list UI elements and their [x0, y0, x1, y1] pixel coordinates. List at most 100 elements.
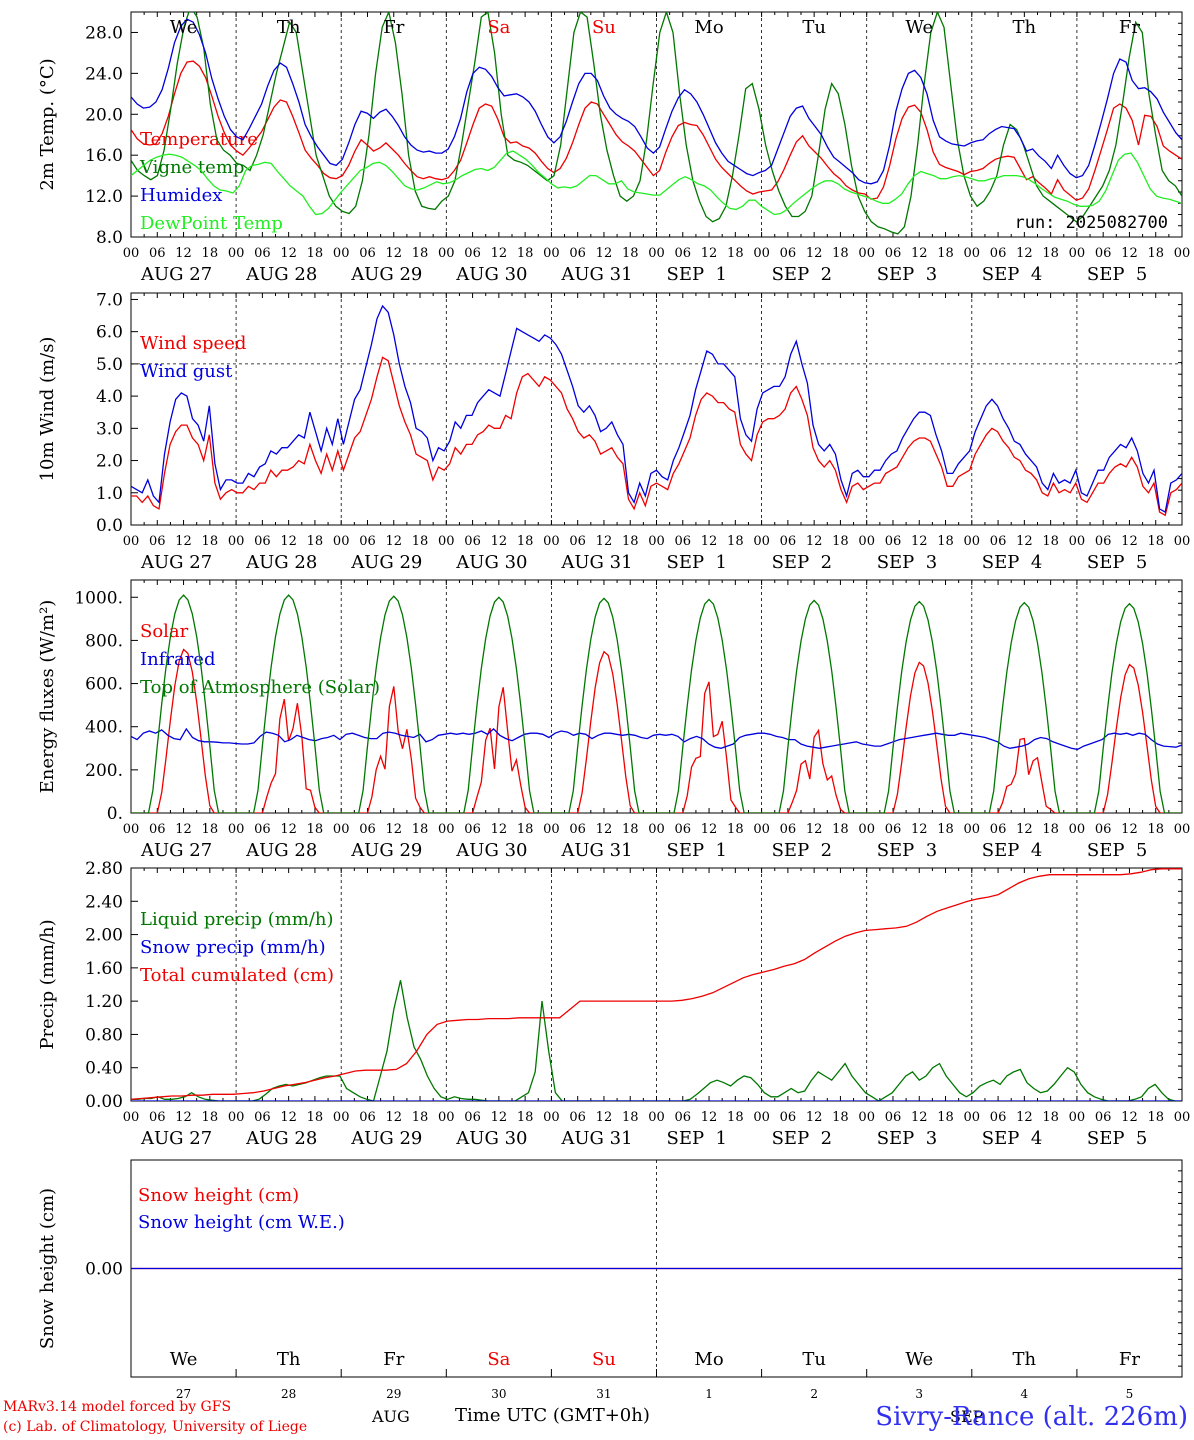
date-label: AUG 31	[560, 552, 632, 573]
hour-tick-label: 00	[753, 246, 770, 261]
hour-tick-label: 00	[964, 822, 981, 837]
hour-tick-label: 12	[385, 534, 402, 549]
station-name: Sivry-Rance (alt. 226m)	[875, 1402, 1188, 1432]
y-tick-label: 5.0	[96, 355, 123, 375]
hour-tick-label: 00	[648, 822, 665, 837]
y-tick-label: 0.	[107, 804, 123, 824]
hour-tick-label: 12	[596, 1110, 613, 1125]
date-label: AUG 31	[560, 264, 632, 285]
hour-tick-label: 12	[280, 822, 297, 837]
hour-tick-label: 18	[727, 822, 744, 837]
day-name-top: We	[905, 17, 933, 38]
day-name-bottom: Fr	[383, 1349, 404, 1370]
series-line-1	[131, 12, 1182, 235]
hour-tick-label: 12	[806, 534, 823, 549]
date-label: SEP 4	[982, 1128, 1042, 1149]
hour-tick-label: 12	[1016, 246, 1033, 261]
day-number: 29	[386, 1387, 401, 1401]
hour-tick-label: 06	[885, 822, 902, 837]
hour-tick-label: 12	[1016, 534, 1033, 549]
day-number: 3	[915, 1387, 923, 1401]
month-label-aug: AUG	[372, 1407, 410, 1426]
time-axis-label: Time UTC (GMT+0h)	[455, 1405, 650, 1426]
hour-tick-label: 00	[123, 822, 140, 837]
hour-tick-label: 18	[202, 246, 219, 261]
date-label: AUG 31	[560, 840, 632, 861]
hour-tick-label: 18	[937, 534, 954, 549]
hour-tick-label: 12	[911, 534, 928, 549]
hour-tick-label: 00	[1174, 822, 1191, 837]
hour-tick-label: 18	[307, 246, 324, 261]
day-number: 4	[1021, 1387, 1029, 1401]
hour-tick-label: 06	[780, 822, 797, 837]
day-name-bottom: We	[905, 1349, 933, 1370]
hour-tick-label: 18	[307, 534, 324, 549]
hour-tick-label: 06	[149, 534, 166, 549]
hour-tick-label: 00	[1174, 534, 1191, 549]
legend-entry: DewPoint Temp	[140, 213, 283, 234]
date-label: SEP 4	[982, 840, 1042, 861]
series-line-0	[131, 356, 1182, 517]
y-tick-label: 28.0	[85, 23, 123, 43]
hour-tick-label: 06	[359, 822, 376, 837]
hour-tick-label: 00	[648, 246, 665, 261]
series-line-2	[131, 594, 1182, 813]
hour-tick-label: 00	[228, 534, 245, 549]
y-tick-label: 800.	[85, 631, 123, 651]
hour-tick-label: 06	[149, 1110, 166, 1125]
hour-tick-label: 12	[491, 1110, 508, 1125]
hour-tick-label: 12	[175, 822, 192, 837]
y-tick-label: 6.0	[96, 323, 123, 343]
date-label: SEP 5	[1087, 1128, 1147, 1149]
y-axis-label: Snow height (cm)	[37, 1188, 58, 1349]
date-label: AUG 30	[455, 552, 527, 573]
hour-tick-label: 00	[333, 246, 350, 261]
hour-tick-label: 18	[307, 1110, 324, 1125]
date-label: AUG 28	[245, 1128, 317, 1149]
hour-tick-label: 00	[964, 1110, 981, 1125]
hour-tick-label: 12	[280, 246, 297, 261]
hour-tick-label: 06	[149, 246, 166, 261]
hour-tick-label: 00	[438, 534, 455, 549]
y-tick-label: 0.00	[85, 1092, 123, 1112]
hour-tick-label: 00	[543, 822, 560, 837]
legend-entry: Total cumulated (cm)	[140, 965, 334, 986]
hour-tick-label: 18	[622, 246, 639, 261]
hour-tick-label: 12	[806, 246, 823, 261]
hour-tick-label: 06	[780, 246, 797, 261]
hour-tick-label: 12	[701, 822, 718, 837]
hour-tick-label: 12	[385, 246, 402, 261]
hour-tick-label: 00	[543, 1110, 560, 1125]
date-label: AUG 27	[140, 1128, 212, 1149]
hour-tick-label: 12	[1121, 822, 1138, 837]
month-label-sep: SEP	[950, 1407, 984, 1426]
panel-3: 0. 200. 400. 600. 800. 1000. Energy fluxes (W/…	[37, 579, 1191, 861]
hour-tick-label: 06	[675, 1110, 692, 1125]
hour-tick-label: 18	[832, 534, 849, 549]
series-line-1	[131, 727, 1182, 751]
date-label: SEP 3	[877, 552, 937, 573]
date-label: AUG 30	[455, 1128, 527, 1149]
date-label: AUG 28	[245, 264, 317, 285]
hour-tick-label: 00	[438, 1110, 455, 1125]
hour-tick-label: 12	[806, 1110, 823, 1125]
date-label: SEP 4	[982, 264, 1042, 285]
hour-tick-label: 00	[858, 1110, 875, 1125]
y-tick-label: 2.40	[85, 892, 123, 912]
hour-tick-label: 12	[175, 1110, 192, 1125]
hour-tick-label: 06	[990, 246, 1007, 261]
legend-entry: Snow precip (mm/h)	[140, 937, 326, 958]
hour-tick-label: 18	[622, 1110, 639, 1125]
y-tick-label: 400.	[85, 718, 123, 738]
day-name-top: Fr	[1119, 17, 1140, 38]
panel-5: 0.00 Snow height (cm) Snow height (cm) Snow…	[37, 1159, 1183, 1378]
legend-entry: Top of Atmosphere (Solar)	[140, 677, 380, 698]
legend-entry: Wind gust	[140, 361, 233, 382]
series-line-0	[131, 60, 1182, 201]
hour-tick-label: 06	[464, 822, 481, 837]
hour-tick-label: 18	[727, 534, 744, 549]
legend-entry: Liquid precip (mm/h)	[140, 909, 334, 930]
legend-entry: Wind speed	[140, 333, 246, 354]
day-name-bottom: Tu	[802, 1349, 826, 1370]
hour-tick-label: 12	[911, 822, 928, 837]
